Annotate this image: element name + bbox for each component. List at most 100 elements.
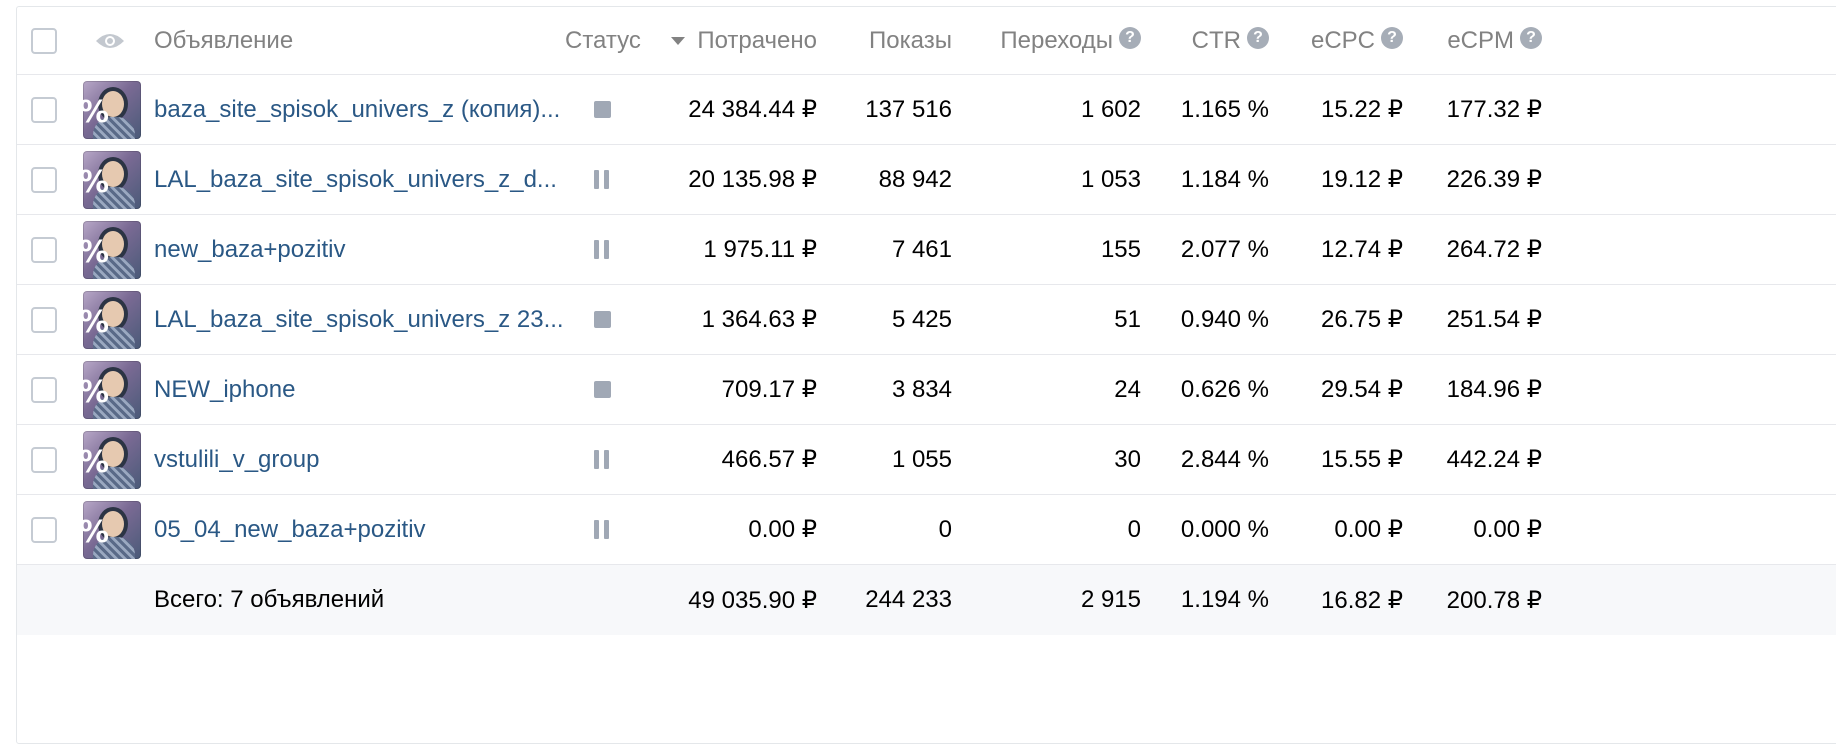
status-cell — [594, 425, 609, 494]
clicks-value: 24 — [1114, 375, 1141, 403]
totals-impressions: 244 233 — [865, 586, 952, 613]
col-ecpc-label: eCPC — [1310, 26, 1375, 54]
col-ecpm-header[interactable]: eCPM ? — [1417, 7, 1542, 74]
ecpc-value: 29.54 ₽ — [1321, 376, 1403, 403]
col-spent-label: Потрачено — [697, 26, 817, 54]
ctr-value: 0.000 % — [1180, 515, 1269, 543]
row-checkbox[interactable] — [31, 376, 57, 403]
col-status-header[interactable]: Статус — [565, 26, 641, 54]
sort-desc-icon — [671, 36, 686, 45]
ad-name-link[interactable]: new_baza+pozitiv — [154, 235, 346, 263]
eye-icon[interactable] — [95, 32, 125, 50]
ctr-value: 2.077 % — [1180, 235, 1269, 263]
table-header: Объявление Статус Потрачено Показы Перех… — [17, 7, 1836, 75]
totals-label: Всего: 7 объявлений — [154, 586, 385, 613]
ecpc-value: 12.74 ₽ — [1321, 236, 1403, 263]
table-row: % baza_site_spisok_univers_z (копия)... 24… — [17, 75, 1836, 145]
totals-spent: 49 035.90 ₽ — [688, 586, 817, 614]
ad-thumbnail[interactable]: % — [83, 150, 141, 209]
clicks-value: 1 053 — [1080, 165, 1141, 193]
ecpc-value: 26.75 ₽ — [1321, 306, 1403, 333]
spent-value: 466.57 ₽ — [721, 446, 817, 473]
help-icon[interactable]: ? — [1119, 26, 1141, 49]
pause-icon[interactable] — [594, 520, 609, 539]
ecpc-value: 15.22 ₽ — [1321, 96, 1403, 123]
impressions-value: 0 — [938, 515, 952, 543]
spent-value: 1 975.11 ₽ — [703, 236, 817, 263]
ad-thumbnail[interactable]: % — [83, 220, 141, 279]
impressions-value: 1 055 — [891, 445, 952, 473]
ecpm-value: 0.00 ₽ — [1473, 516, 1542, 543]
ctr-value: 2.844 % — [1180, 445, 1269, 473]
row-checkbox[interactable] — [31, 96, 57, 123]
pause-icon[interactable] — [594, 170, 609, 189]
col-ctr-label: CTR — [1191, 26, 1241, 54]
impressions-value: 3 834 — [891, 375, 952, 403]
ad-name-link[interactable]: baza_site_spisok_univers_z (копия)... — [154, 95, 561, 123]
ad-name-link[interactable]: NEW_iphone — [154, 375, 296, 403]
ecpc-value: 15.55 ₽ — [1321, 446, 1403, 473]
row-checkbox[interactable] — [31, 166, 57, 193]
ad-name-link[interactable]: LAL_baza_site_spisok_univers_z 23... — [154, 305, 564, 333]
ecpm-value: 177.32 ₽ — [1446, 96, 1542, 123]
col-ecpm-label: eCPM — [1447, 26, 1514, 54]
impressions-value: 137 516 — [865, 95, 952, 123]
status-cell — [594, 75, 611, 144]
ad-thumbnail[interactable]: % — [83, 500, 141, 559]
col-clicks-label: Переходы — [1000, 26, 1113, 54]
row-checkbox[interactable] — [31, 306, 57, 333]
ecpc-value: 19.12 ₽ — [1321, 166, 1403, 193]
help-icon[interactable]: ? — [1247, 26, 1269, 49]
stop-icon[interactable] — [594, 381, 611, 398]
totals-ecpm: 200.78 ₽ — [1446, 586, 1542, 614]
ad-name-link[interactable]: 05_04_new_baza+pozitiv — [154, 515, 426, 543]
table-row: % LAL_baza_site_spisok_univers_z_d... 20 1… — [17, 145, 1836, 215]
ad-name-link[interactable]: vstulili_v_group — [154, 445, 320, 473]
clicks-value: 1 602 — [1080, 95, 1141, 123]
ecpc-value: 0.00 ₽ — [1334, 516, 1403, 543]
totals-ctr: 1.194 % — [1180, 586, 1269, 613]
table-row: % new_baza+pozitiv 1 975.11 ₽ 7 461 155 2.077… — [17, 215, 1836, 285]
ctr-value: 0.940 % — [1180, 305, 1269, 333]
select-all-checkbox[interactable] — [31, 27, 57, 54]
table-row: % vstulili_v_group 466.57 ₽ 1 055 30 2.844 % 1… — [17, 425, 1836, 495]
col-impressions-header[interactable]: Показы — [869, 26, 952, 54]
ecpm-value: 251.54 ₽ — [1446, 306, 1542, 333]
ad-thumbnail[interactable]: % — [83, 80, 141, 139]
status-cell — [594, 285, 611, 354]
ctr-value: 1.184 % — [1180, 165, 1269, 193]
ad-thumbnail[interactable]: % — [83, 430, 141, 489]
clicks-value: 155 — [1100, 235, 1141, 263]
ad-thumbnail[interactable]: % — [83, 360, 141, 419]
stop-icon[interactable] — [594, 101, 611, 118]
pause-icon[interactable] — [594, 450, 609, 469]
clicks-value: 51 — [1114, 305, 1141, 333]
pause-icon[interactable] — [594, 240, 609, 259]
status-cell — [594, 355, 611, 424]
spent-value: 1 364.63 ₽ — [701, 306, 817, 333]
col-ad-header[interactable]: Объявление — [154, 26, 294, 54]
clicks-value: 30 — [1114, 445, 1141, 473]
ctr-value: 1.165 % — [1180, 95, 1269, 123]
ad-name-link[interactable]: LAL_baza_site_spisok_univers_z_d... — [154, 165, 557, 193]
stop-icon[interactable] — [594, 311, 611, 328]
ecpm-value: 184.96 ₽ — [1446, 376, 1542, 403]
status-cell — [594, 495, 609, 564]
totals-ecpc: 16.82 ₽ — [1321, 586, 1403, 614]
row-checkbox[interactable] — [31, 236, 57, 263]
col-ecpc-header[interactable]: eCPC ? — [1287, 7, 1403, 74]
table-row: % NEW_iphone 709.17 ₽ 3 834 24 0.626 % 29.54 ₽… — [17, 355, 1836, 425]
help-icon[interactable]: ? — [1381, 26, 1403, 49]
spent-value: 0.00 ₽ — [748, 516, 817, 543]
row-checkbox[interactable] — [31, 446, 57, 473]
help-icon[interactable]: ? — [1520, 26, 1542, 49]
totals-row: Всего: 7 объявлений 49 035.90 ₽ 244 233 … — [17, 565, 1836, 635]
table-row: % LAL_baza_site_spisok_univers_z 23... 1 3… — [17, 285, 1836, 355]
col-ctr-header[interactable]: CTR ? — [1157, 7, 1269, 74]
col-clicks-header[interactable]: Переходы ? — [977, 7, 1141, 74]
ads-table: Объявление Статус Потрачено Показы Перех… — [16, 6, 1836, 744]
ad-thumbnail[interactable]: % — [83, 290, 141, 349]
totals-clicks: 2 915 — [1080, 586, 1141, 613]
row-checkbox[interactable] — [31, 516, 57, 543]
col-spent-header[interactable]: Потрачено — [667, 7, 817, 74]
